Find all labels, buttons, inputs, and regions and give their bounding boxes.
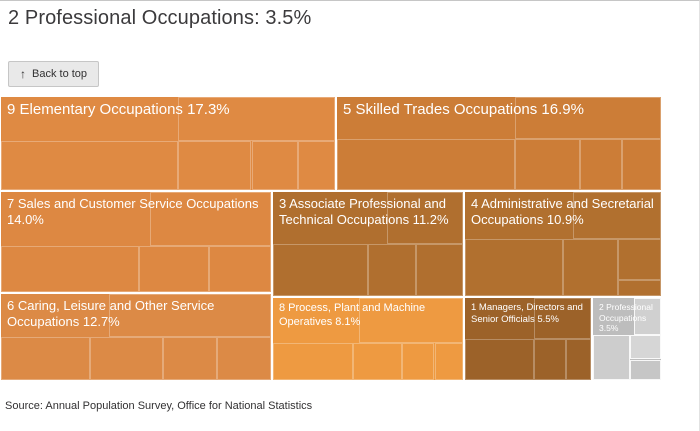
back-to-top-label: Back to top bbox=[32, 68, 88, 80]
treemap-subcell bbox=[251, 140, 299, 190]
treemap-subcell bbox=[217, 337, 271, 380]
treemap-cell-label: 1 Managers, Directors and Senior Officia… bbox=[471, 302, 583, 325]
treemap-subcell bbox=[298, 140, 335, 190]
treemap-subcell bbox=[1, 246, 139, 292]
treemap-cell-label: 3 Associate Professional and Technical O… bbox=[279, 196, 449, 228]
treemap-subcell bbox=[465, 238, 563, 296]
treemap-subcell bbox=[273, 244, 368, 296]
treemap-subcell bbox=[565, 339, 591, 380]
treemap-subcell bbox=[163, 337, 217, 380]
treemap-subcell bbox=[208, 246, 271, 292]
treemap-cell-label: 6 Caring, Leisure and Other Service Occu… bbox=[7, 298, 215, 330]
page-title: 2 Professional Occupations: 3.5% bbox=[8, 7, 312, 29]
treemap-subcell bbox=[90, 337, 163, 380]
treemap-subcell bbox=[630, 334, 661, 360]
treemap-cell-process-plant-machine-operatives[interactable]: 8 Process, Plant and Machine Operatives … bbox=[272, 297, 464, 381]
treemap-cell-sales-customer-service-occupations[interactable]: 7 Sales and Customer Service Occupations… bbox=[0, 191, 272, 293]
treemap-cell-associate-professional-technical-occupations[interactable]: 3 Associate Professional and Technical O… bbox=[272, 191, 464, 297]
back-to-top-button[interactable]: ↑ Back to top bbox=[8, 61, 100, 87]
treemap: 9 Elementary Occupations 17.3% 5 Skilled … bbox=[0, 96, 662, 381]
treemap-subcell bbox=[534, 339, 566, 380]
treemap-subcell bbox=[273, 343, 353, 380]
treemap-subcell bbox=[563, 238, 618, 296]
treemap-subcell bbox=[402, 343, 435, 380]
treemap-subcell bbox=[580, 138, 623, 190]
treemap-subcell bbox=[337, 138, 516, 190]
treemap-subcell bbox=[515, 138, 580, 190]
up-arrow-icon: ↑ bbox=[20, 67, 26, 81]
treemap-cell-administrative-secretarial-occupations[interactable]: 4 Administrative and Secretarial Occupat… bbox=[464, 191, 662, 297]
treemap-subcell bbox=[617, 280, 661, 296]
treemap-cell-managers-directors-senior-officials[interactable]: 1 Managers, Directors and Senior Officia… bbox=[464, 297, 592, 381]
treemap-cell-professional-occupations[interactable]: 2 Professional Occupations 3.5% bbox=[592, 297, 662, 381]
treemap-cell-label: 7 Sales and Customer Service Occupations… bbox=[7, 196, 259, 228]
treemap-cell-skilled-trades-occupations[interactable]: 5 Skilled Trades Occupations 16.9% bbox=[336, 96, 662, 191]
treemap-subcell bbox=[368, 244, 416, 296]
treemap-cell-label: 5 Skilled Trades Occupations 16.9% bbox=[343, 101, 584, 118]
treemap-subcell bbox=[1, 337, 91, 380]
treemap-subcell bbox=[465, 339, 535, 380]
treemap-cell-label: 8 Process, Plant and Machine Operatives … bbox=[279, 302, 426, 328]
treemap-subcell bbox=[415, 244, 463, 296]
treemap-cell-label: 4 Administrative and Secretarial Occupat… bbox=[471, 196, 654, 228]
source-text: Source: Annual Population Survey, Office… bbox=[5, 400, 313, 412]
treemap-cell-caring-leisure-other-service-occupations[interactable]: 6 Caring, Leisure and Other Service Occu… bbox=[0, 293, 272, 381]
treemap-cell-label: 2 Professional Occupations 3.5% bbox=[599, 302, 653, 334]
treemap-subcell bbox=[630, 359, 661, 380]
treemap-cell-elementary-occupations[interactable]: 9 Elementary Occupations 17.3% bbox=[0, 96, 336, 191]
treemap-subcell bbox=[178, 140, 252, 190]
treemap-subcell bbox=[138, 246, 209, 292]
treemap-subcell bbox=[1, 140, 179, 190]
treemap-cell-label: 9 Elementary Occupations 17.3% bbox=[7, 101, 230, 118]
treemap-subcell bbox=[593, 334, 631, 380]
treemap-subcell bbox=[434, 343, 463, 380]
treemap-subcell bbox=[352, 343, 403, 380]
treemap-subcell bbox=[622, 138, 661, 190]
treemap-subcell bbox=[617, 238, 661, 281]
